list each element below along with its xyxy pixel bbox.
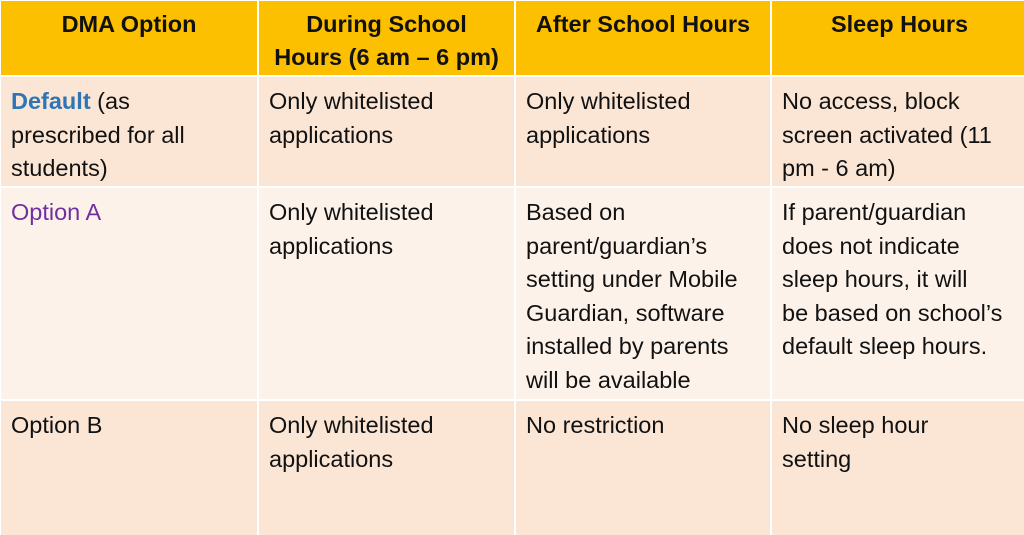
default-option-note: (as prescribed for all students) [11,88,185,181]
cell-default-during-school: Only whitelisted applications [259,77,514,186]
cell-option-a-during-school: Only whitelisted applications [259,188,514,399]
header-during-school-hours: During School Hours (6 am – 6 pm) [259,1,514,75]
cell-default-option: Default (as prescribed for all students) [1,77,257,186]
cell-option-a-sleep: If parent/guardian does not indicate sle… [772,188,1024,399]
header-sleep-hours: Sleep Hours [772,1,1024,75]
cell-option-b-during-school: Only whitelisted applications [259,401,514,535]
header-after-school-hours: After School Hours [516,1,770,75]
cell-option-a-option: Option A [1,188,257,399]
cell-option-b-sleep: No sleep hour setting [772,401,1024,535]
option-a-label: Option A [11,199,102,225]
header-dma-option: DMA Option [1,1,257,75]
cell-option-b-after-school: No restriction [516,401,770,535]
cell-default-after-school: Only whitelisted applications [516,77,770,186]
default-option-label: Default [11,88,91,114]
cell-default-sleep: No access, block screen activated (11 pm… [772,77,1024,186]
cell-option-b-option: Option B [1,401,257,535]
cell-option-a-after-school: Based on parent/guardian’s setting under… [516,188,770,399]
